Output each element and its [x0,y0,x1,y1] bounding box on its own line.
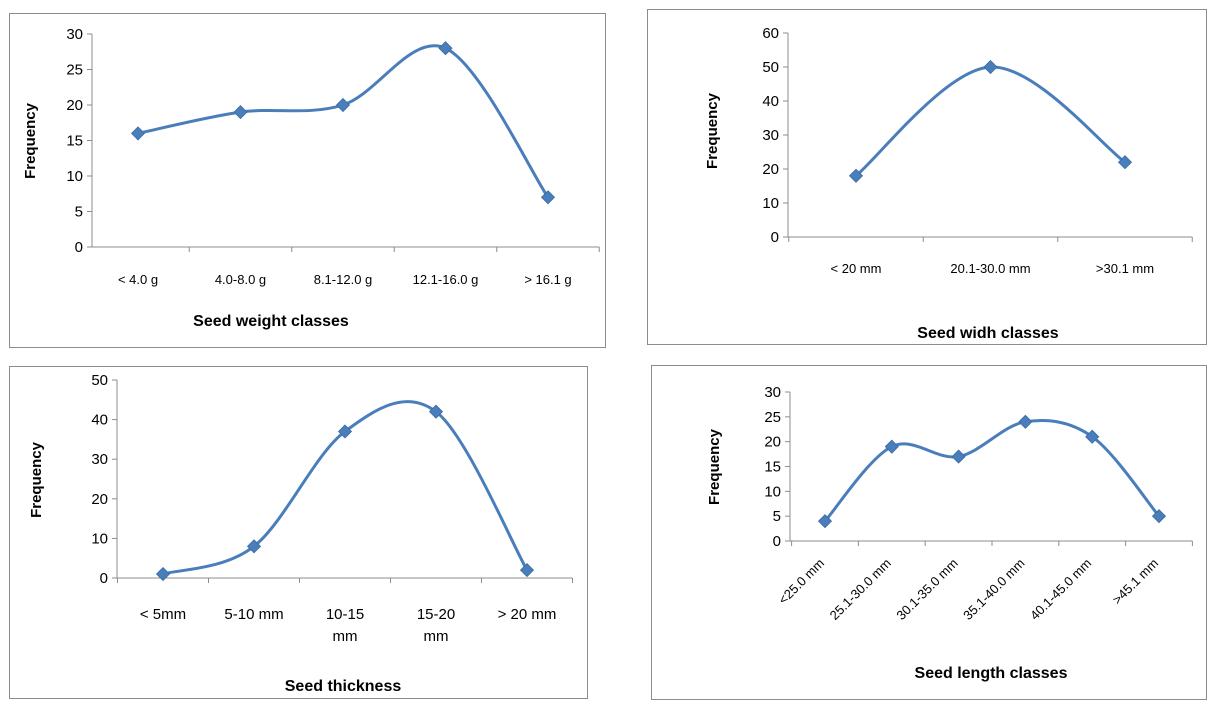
x-tick-label: < 4.0 g [118,272,158,287]
y-axis-title: Frequency [28,441,45,518]
x-tick-label: > 20 mm [498,606,557,623]
data-point [848,168,864,183]
y-tick-label: 20 [762,161,779,178]
y-tick-label: 30 [91,451,108,468]
y-tick-label: 0 [773,533,781,550]
data-point [130,126,146,141]
x-tick-label: 25.1-30.0 mm [827,556,894,623]
series-line [823,419,1161,523]
y-tick-label: 30 [762,127,779,144]
chart-seed-length: 0 5 10 15 20 25 30 <25.0 mm 25.1-30.0 mm 30.1-35.… [651,365,1207,700]
data-point [817,514,833,529]
y-tick-label: 30 [66,26,83,43]
x-tick-label: 8.1-12.0 g [314,272,373,287]
data-point [1117,155,1133,170]
y-tick-label: 20 [91,491,108,508]
y-tick-label: 5 [75,204,83,221]
y-tick-label: 30 [764,384,781,401]
x-tick-label: 10-15 mm [326,606,364,645]
x-tick-label: < 5mm [140,606,186,623]
data-point [519,563,535,578]
y-axis-title: Frequency [706,428,723,505]
data-point [951,449,966,464]
y-tick-label: 40 [91,412,108,429]
y-tick-label: 20 [66,97,83,114]
data-point [540,190,556,205]
y-tick-label: 10 [764,483,781,500]
y-tick-label: 0 [75,239,83,256]
y-tick-label: 50 [91,372,108,389]
chart-seed-weight: 0 5 10 15 20 25 30 < 4.0 g 4.0-8.0 g 8.1-12.0 g 12… [9,13,606,348]
data-point [983,59,998,75]
y-tick-label: 10 [66,168,83,185]
x-axis-title: Seed weight classes [193,313,349,330]
y-tick-label: 60 [762,25,779,42]
x-tick-label: 20.1-30.0 mm [950,261,1030,276]
x-tick-label: 40.1-45.0 mm [1027,556,1094,623]
x-axis-title: Seed widh classes [917,325,1059,342]
data-point [337,424,353,439]
series-line [136,44,550,199]
series-line [854,65,1127,178]
x-tick-label: >45.1 mm [1109,556,1161,608]
data-point [1018,414,1033,429]
x-tick-label: < 20 mm [831,261,882,276]
data-point [1085,429,1100,444]
x-axis-title: Seed length classes [915,665,1068,682]
x-tick-label: 5-10 mm [224,606,283,623]
y-tick-label: 25 [66,62,83,79]
y-tick-label: 40 [762,93,779,110]
data-point [884,439,899,454]
x-tick-label: >30.1 mm [1096,261,1154,276]
x-tick-label: 4.0-8.0 g [215,272,266,287]
y-tick-label: 20 [764,434,781,451]
data-point [155,566,171,582]
y-tick-label: 0 [100,570,108,587]
x-tick-label: 35.1-40.0 mm [960,556,1027,623]
data-point [335,97,351,113]
x-tick-label: 15-20 mm [417,606,455,645]
data-point [246,539,262,554]
y-axis-title: Frequency [704,92,721,169]
y-tick-label: 15 [764,459,781,476]
x-tick-label: > 16.1 g [524,272,571,287]
data-point [438,41,453,56]
y-tick-label: 10 [91,530,108,547]
x-axis-title: Seed thickness [285,678,402,695]
y-tick-label: 50 [762,59,779,76]
y-tick-label: 0 [771,229,779,246]
y-tick-label: 25 [764,409,781,426]
y-tick-label: 10 [762,195,779,212]
x-tick-label: 30.1-35.0 mm [893,556,960,623]
chart-seed-width: 0 10 20 30 40 50 60 < 20 mm 20.1-30.0 mm >30.1 mm… [647,9,1207,345]
y-tick-label: 15 [66,133,83,150]
chart-seed-thickness: 0 10 20 30 40 50 < 5mm 5-10 mm 10-15 mm 15-20 mm > 2… [9,366,588,699]
data-point [1151,509,1167,524]
y-axis-title: Frequency [22,102,39,179]
x-tick-label: <25.0 mm [775,556,827,608]
y-tick-label: 5 [773,508,781,525]
data-point [428,404,444,419]
data-point [233,105,248,120]
x-tick-label: 12.1-16.0 g [413,272,479,287]
